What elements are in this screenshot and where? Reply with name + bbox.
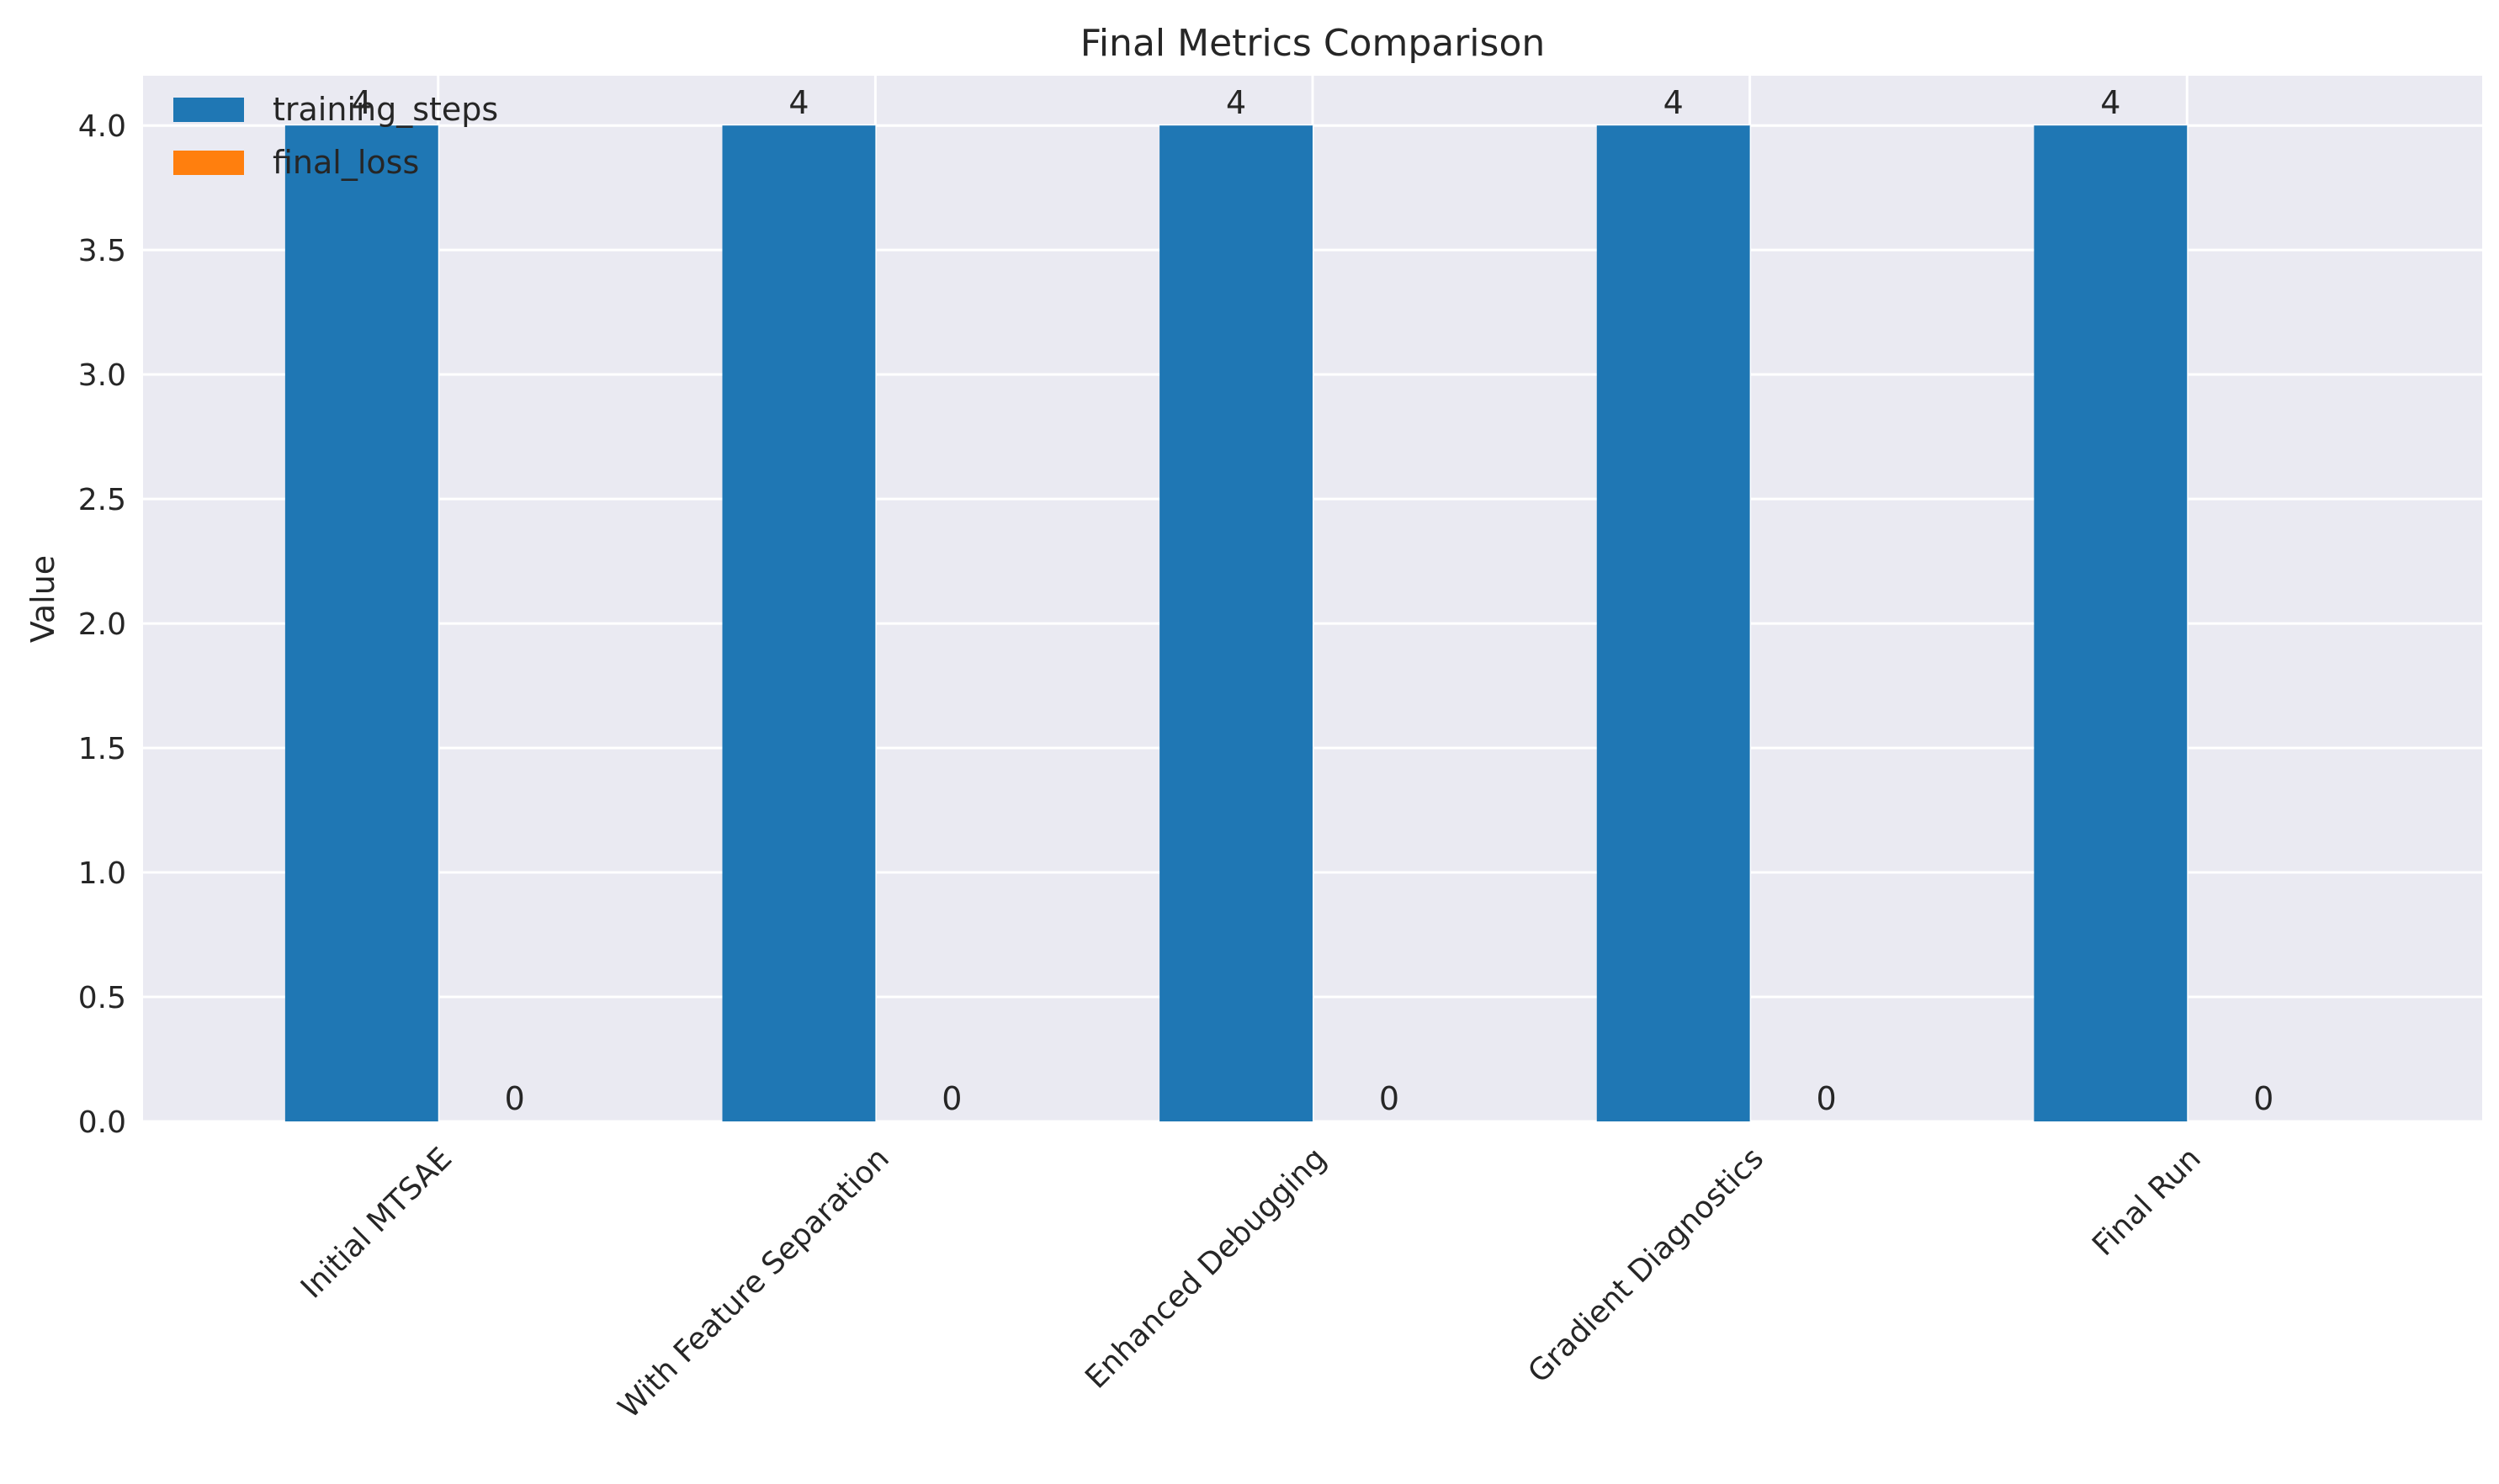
- y-axis-ticks: 0.0 0.5 1.0 1.5 2.0 2.5 3.0 3.5 4.0: [78, 109, 126, 1140]
- x-tick-label: Enhanced Debugging: [1079, 1141, 1333, 1395]
- legend-swatch: [173, 98, 244, 122]
- x-tick-label: With Feature Separation: [612, 1141, 896, 1425]
- y-tick-label: 0.5: [78, 981, 126, 1015]
- x-tick-label: Initial MTSAE: [294, 1141, 459, 1305]
- y-tick-label: 2.0: [78, 607, 126, 642]
- bar-value-label: 4: [2100, 84, 2120, 121]
- chart-title: Final Metrics Comparison: [1080, 22, 1546, 65]
- y-tick-label: 4.0: [78, 109, 126, 144]
- bar-training-steps: [1596, 125, 1750, 1122]
- bar-value-label: 0: [1816, 1080, 1836, 1117]
- bar-value-label: 4: [788, 84, 809, 121]
- bar-value-label: 0: [505, 1080, 525, 1117]
- legend-swatch: [173, 151, 244, 175]
- bar-value-label: 4: [1226, 84, 1246, 121]
- bars: [284, 125, 2188, 1122]
- bar-training-steps: [1159, 125, 1313, 1122]
- bar-value-label: 0: [942, 1080, 962, 1117]
- x-axis-ticks: Initial MTSAE With Feature Separation Enha…: [294, 1141, 2208, 1425]
- y-tick-label: 3.0: [78, 358, 126, 393]
- legend-label: final_loss: [273, 144, 419, 181]
- x-tick-label: Final Run: [2086, 1141, 2208, 1263]
- bar-value-label: 0: [1379, 1080, 1399, 1117]
- bar-labels: 4 4 4 4 4 0 0 0 0 0: [352, 84, 2274, 1117]
- x-tick-label: Gradient Diagnostics: [1521, 1141, 1770, 1390]
- bar-value-label: 4: [352, 84, 372, 121]
- y-axis-label: Value: [24, 555, 61, 643]
- bar-training-steps: [722, 125, 876, 1122]
- y-tick-label: 1.5: [78, 732, 126, 766]
- y-tick-label: 0.0: [78, 1105, 126, 1140]
- bar-training-steps: [284, 125, 438, 1122]
- bar-value-label: 0: [2253, 1080, 2274, 1117]
- legend: training_steps final_loss: [173, 91, 498, 181]
- bar-value-label: 4: [1663, 84, 1684, 121]
- legend-label: training_steps: [273, 91, 498, 128]
- y-tick-label: 3.5: [78, 234, 126, 268]
- bar-training-steps: [2034, 125, 2188, 1122]
- y-tick-label: 2.5: [78, 483, 126, 517]
- y-tick-label: 1.0: [78, 856, 126, 891]
